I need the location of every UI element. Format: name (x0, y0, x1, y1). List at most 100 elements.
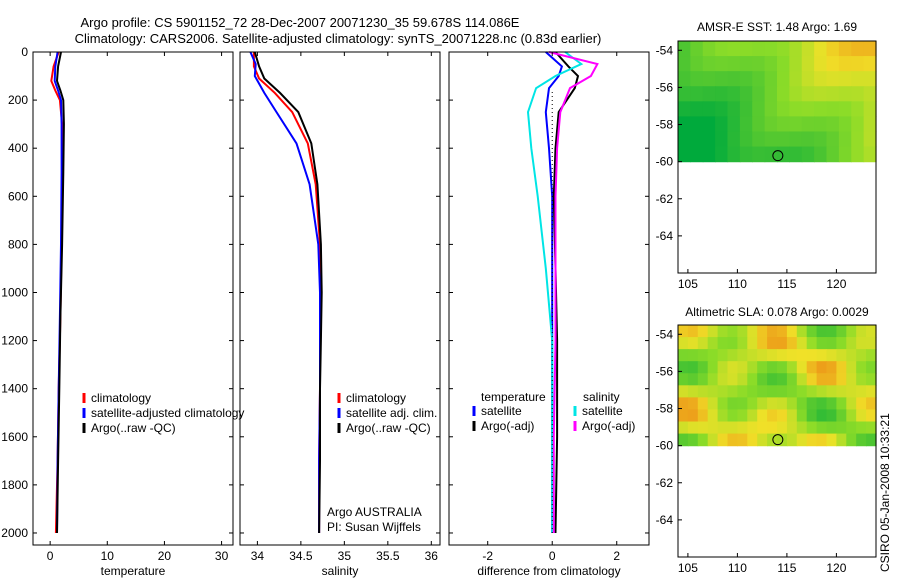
difference-legend-entry-1-label: Argo(-adj) (481, 419, 534, 433)
sla-map-heatmap-cell (697, 361, 709, 374)
sla-map-heatmap-cell (777, 325, 788, 338)
salinity-x-tick-label: 34 (251, 549, 265, 563)
sla-map-heatmap-cell (697, 409, 709, 423)
temperature-x-tick-label: 10 (101, 549, 115, 563)
temperature-y-tick-label: 1800 (1, 478, 28, 492)
sst-map-heatmap-cell (678, 41, 691, 57)
sst-map-heatmap-cell (863, 146, 877, 163)
sla-map-heatmap-cell (846, 373, 857, 386)
sla-map-heatmap-cell (846, 361, 857, 374)
temperature-y-tick-label: 1600 (1, 430, 28, 444)
sst-map-heatmap-cell (715, 71, 729, 87)
sst-map-heatmap-cell (739, 146, 753, 163)
sst-map-heatmap-cell (863, 41, 877, 57)
sst-map-heatmap-cell (851, 116, 865, 133)
sla-map-heatmap-cell (727, 433, 738, 447)
sla-map-heatmap-cell (777, 433, 788, 447)
sst-map-heatmap-cell (863, 56, 877, 72)
sst-map-heatmap-cell (826, 146, 840, 163)
sla-map-heatmap-cell (777, 337, 788, 350)
sst-map-heatmap-cell (814, 71, 828, 87)
sst-map-heatmap-cell (814, 86, 828, 102)
sla-map-heatmap-cell (747, 397, 758, 411)
sst-map-heatmap-cell (764, 116, 778, 133)
sla-map-heatmap-cell (678, 421, 689, 435)
sla-map-heatmap-cell (826, 385, 837, 398)
sst-map-heatmap-cell (838, 86, 852, 102)
sla-map-heatmap-cell (707, 409, 719, 423)
sst-map-heatmap-cell (752, 101, 766, 117)
sla-map-heatmap-cell (826, 421, 837, 435)
sla-map-heatmap-cell (816, 385, 828, 398)
sla-map-heatmap-cell (747, 409, 758, 423)
sst-map-title: AMSR-E SST: 1.48 Argo: 1.69 (697, 20, 857, 34)
sla-map-heatmap-cell (727, 373, 738, 386)
sla-map-heatmap-cell (796, 385, 808, 398)
sst-map-heatmap-cell (838, 56, 852, 72)
sst-map-heatmap-cell (690, 86, 704, 102)
sla-map-heatmap-cell (757, 361, 768, 374)
sla-map-heatmap-cell (697, 397, 709, 411)
sla-map-heatmap-cell (727, 385, 738, 398)
sla-map-heatmap-cell (836, 397, 847, 411)
sst-map-heatmap-cell (764, 101, 778, 117)
sst-map-heatmap-cell (838, 146, 852, 163)
sst-map-heatmap-cell (826, 71, 840, 87)
sla-map-heatmap-cell (767, 409, 778, 423)
sst-map-heatmap-cell (801, 116, 815, 133)
figure-title-line-2: Climatology: CARS2006. Satellite-adjuste… (75, 31, 602, 46)
sla-map-heatmap-cell (697, 349, 709, 362)
sla-map-heatmap-cell (737, 325, 748, 338)
sla-map-heatmap-cell (786, 409, 798, 423)
sla-map-heatmap-cell (767, 421, 778, 435)
sla-map-heatmap-cell (816, 409, 828, 423)
sla-map-heatmap-cell (757, 373, 768, 386)
salinity-series-line-1 (249, 51, 321, 533)
sla-map-heatmap-cell (786, 385, 798, 398)
sst-map-argo-location-marker (772, 150, 784, 162)
sst-map-heatmap-cell (851, 146, 865, 163)
sla-map-heatmap-cell (866, 349, 877, 362)
sla-map-heatmap-cell (856, 361, 867, 374)
sst-map-heatmap-cell (851, 71, 865, 87)
sst-map-heatmap-cell (678, 86, 691, 102)
sla-map-heatmap-cell (816, 421, 828, 435)
sla-map-heatmap-cell (707, 373, 719, 386)
sst-map-heatmap-cell (715, 146, 729, 163)
sla-map-title: Altimetric SLA: 0.078 Argo: 0.0029 (685, 305, 869, 319)
sla-map-heatmap-cell (836, 337, 847, 350)
sst-map-heatmap-cell (851, 41, 865, 57)
sla-map-heatmap-cell (786, 349, 798, 362)
sla-map-heatmap-cell (747, 373, 758, 386)
temperature-x-tick-label: 0 (47, 549, 54, 563)
sla-map-heatmap-cell (678, 385, 689, 398)
salinity-series-line-0 (252, 52, 322, 533)
sla-map-heatmap-cell (786, 337, 798, 350)
sla-map-heatmap-cell (836, 373, 847, 386)
sla-map-heatmap-cell (767, 337, 778, 350)
sla-map-heatmap-cell (826, 373, 837, 386)
sla-map-heatmap-cell (737, 433, 748, 447)
sla-map-heatmap-cell (707, 325, 719, 338)
sla-map-heatmap-cell (767, 433, 778, 447)
sla-map-heatmap-cell (816, 397, 828, 411)
sst-map-heatmap-cell (764, 71, 778, 87)
difference-legend-heading-temperature: temperature (481, 390, 546, 404)
sla-map-heatmap-cell (846, 409, 857, 423)
sla-map-heatmap-cell (796, 409, 808, 423)
sla-map-heatmap-cell (836, 349, 847, 362)
sla-map-heatmap-cell (737, 337, 748, 350)
sla-map-heatmap-cell (717, 421, 729, 435)
sla-map-y-tick-label: -56 (656, 364, 674, 378)
sst-map-heatmap-cell (863, 101, 877, 117)
sst-map-heatmap-cell (777, 101, 790, 117)
sla-map-heatmap-cell (717, 337, 729, 350)
sst-map-heatmap-cell (764, 131, 778, 148)
sla-map-heatmap-cell (757, 409, 768, 423)
sst-map-heatmap-cell (789, 71, 803, 87)
temperature-legend-entry-0-label: climatology (91, 391, 151, 405)
sst-map-heatmap-cell (752, 131, 766, 148)
sla-map-heatmap-cell (796, 325, 808, 338)
sla-map-heatmap-cell (796, 421, 808, 435)
sst-map-heatmap-cell (702, 56, 716, 72)
